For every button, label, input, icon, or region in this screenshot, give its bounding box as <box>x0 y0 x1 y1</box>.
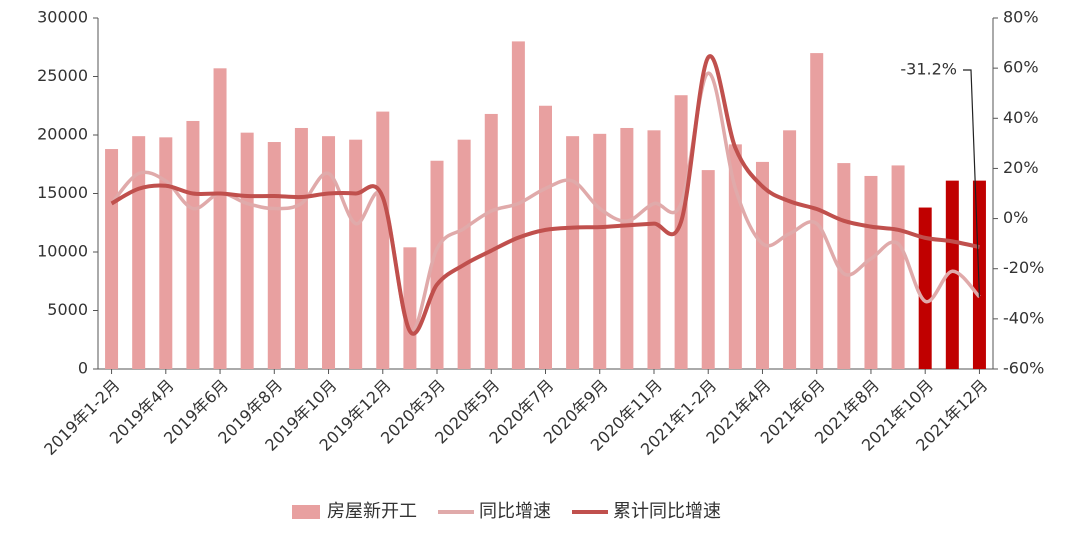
bar <box>701 170 715 369</box>
y-tick-label: 0 <box>78 359 88 378</box>
y2-tick-label: 80% <box>1003 8 1039 27</box>
y2-tick-label: 0% <box>1003 208 1028 227</box>
bar <box>566 136 580 369</box>
bar <box>105 149 119 369</box>
bar <box>674 95 688 369</box>
legend-label: 累计同比增速 <box>613 501 721 522</box>
bar <box>539 105 552 369</box>
bar <box>213 68 227 369</box>
y-tick-label: 5000 <box>47 300 88 319</box>
bar <box>783 130 797 369</box>
legend-label: 房屋新开工 <box>327 501 417 522</box>
bar <box>484 113 498 369</box>
y2-tick-label: -60% <box>1003 359 1044 378</box>
annotation: -31.2% <box>900 60 957 79</box>
bar <box>322 136 336 369</box>
bar <box>349 139 363 369</box>
bar <box>294 127 308 369</box>
y2-tick-label: -40% <box>1003 308 1044 327</box>
y-tick-label: 10000 <box>37 242 88 261</box>
bar <box>755 161 769 369</box>
bar <box>620 127 634 369</box>
y2-tick-label: -20% <box>1003 258 1044 277</box>
bar <box>430 160 444 369</box>
bar <box>267 142 281 369</box>
bar <box>376 111 390 369</box>
bar <box>132 136 146 369</box>
bar <box>891 165 905 369</box>
annotation-leader <box>963 69 981 297</box>
y2-tick-label: 60% <box>1003 58 1039 77</box>
bar <box>240 132 254 369</box>
legend-swatch <box>292 505 320 519</box>
y-tick-label: 15000 <box>37 183 88 202</box>
line <box>110 71 981 334</box>
bar <box>728 144 742 369</box>
y2-tick-label: 40% <box>1003 108 1039 127</box>
bar <box>918 207 932 369</box>
bar <box>403 247 417 369</box>
line <box>110 54 980 336</box>
bar <box>593 133 607 369</box>
bar <box>457 139 471 369</box>
y-tick-label: 30000 <box>37 8 88 27</box>
bar <box>972 180 986 369</box>
bar <box>186 120 200 370</box>
x-tick-label: 2019年1-2月 <box>40 376 123 459</box>
bar <box>864 175 878 369</box>
bar <box>647 130 661 369</box>
y-tick-label: 20000 <box>37 125 88 144</box>
bar <box>837 163 851 369</box>
y2-tick-label: 20% <box>1003 158 1039 177</box>
bar <box>159 137 173 369</box>
y-tick-label: 25000 <box>37 66 88 85</box>
bar <box>945 180 959 369</box>
legend-label: 同比增速 <box>479 501 551 522</box>
